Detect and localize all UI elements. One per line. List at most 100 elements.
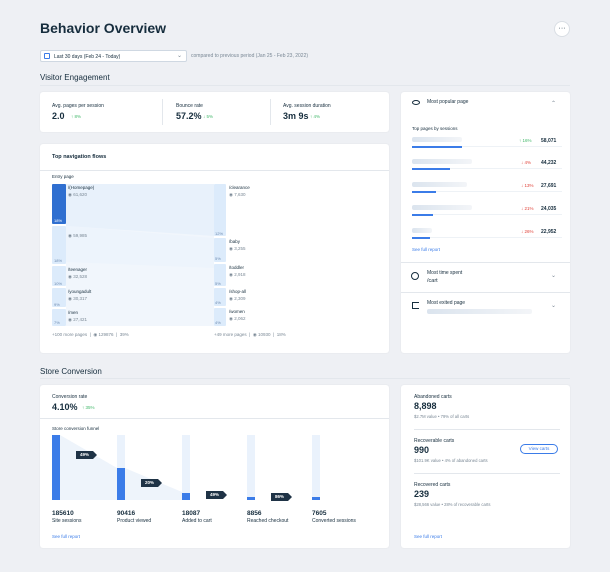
eye-icon bbox=[412, 100, 420, 105]
eye-icon: ◉ bbox=[68, 296, 74, 301]
eye-icon: ◉ bbox=[229, 272, 235, 277]
funnel-bar bbox=[312, 497, 320, 500]
flow-node-clearance[interactable] bbox=[214, 184, 226, 236]
metric-bounce-value: 57.2% bbox=[176, 111, 202, 121]
flow-node-homepage-pct: 18% bbox=[54, 218, 63, 223]
popular-page-header[interactable]: Most popular page ⌃ bbox=[401, 92, 570, 116]
eye-icon: ◉ bbox=[93, 332, 98, 337]
recoverable-carts-sub: $101.9K value • 4% of abandoned carts bbox=[414, 458, 488, 463]
eye-icon: ◉ bbox=[229, 246, 235, 251]
date-range-select[interactable]: Last 30 days (Feb 24 - Today) ⌄ bbox=[40, 50, 187, 62]
time-spent-header[interactable]: Most time spent /cart ⌄ bbox=[401, 263, 570, 292]
recovered-carts-sub: $28,566 value • 28% of recoverable carts bbox=[414, 502, 491, 507]
time-spent-value: /cart bbox=[427, 278, 438, 284]
flow-links bbox=[66, 184, 214, 326]
flow-node-2-pct: 18% bbox=[54, 258, 63, 263]
flow-node-women-pct: 4% bbox=[215, 320, 221, 325]
metric-pages-label: Avg. pages per session bbox=[52, 103, 104, 109]
flow-node-teenager-pct: 10% bbox=[54, 281, 63, 286]
chevron-down-icon: ⌄ bbox=[551, 303, 557, 309]
exited-page-title: Most exited page bbox=[427, 300, 466, 306]
flow-node-women[interactable] bbox=[214, 308, 226, 326]
recovered-carts-label: Recovered carts bbox=[414, 482, 451, 488]
conversion-rate-label: Conversion rate bbox=[52, 394, 88, 400]
flow-node-women-views: ◉ 2,062 bbox=[229, 316, 246, 321]
flow-node-men-name: /men bbox=[68, 310, 79, 315]
metric-duration-label: Avg. session duration bbox=[283, 103, 331, 109]
flow-node-baby[interactable] bbox=[214, 238, 226, 262]
eye-icon: ◉ bbox=[68, 233, 74, 238]
flow-node-teenager[interactable] bbox=[52, 266, 66, 286]
recovered-carts-value: 239 bbox=[414, 489, 430, 499]
conversion-rate-change: ↑ 35% bbox=[82, 405, 95, 410]
eye-icon: ◉ bbox=[252, 332, 257, 337]
entry-page-label: Entry page bbox=[52, 174, 74, 179]
left-more-pages[interactable]: +100 more pages | ◉ 129876 | 39% bbox=[52, 332, 129, 337]
flow-node-homepage[interactable] bbox=[52, 184, 66, 224]
funnel-title: Store conversion funnel bbox=[52, 426, 100, 431]
carts-see-full-report[interactable]: See full report bbox=[414, 534, 443, 539]
carts-card: Abandoned carts 8,898 $2.7M value • 79% … bbox=[401, 385, 570, 548]
flow-node-baby-pct: 5% bbox=[215, 256, 221, 261]
flow-node-youngadult-pct: 9% bbox=[54, 302, 60, 307]
conversion-tag: 49% bbox=[206, 491, 228, 499]
flow-node-shop-all-views: ◉ 2,309 bbox=[229, 296, 246, 301]
right-more-pages[interactable]: +49 more pages | ◉ 10930 | 18% bbox=[214, 332, 286, 337]
metric-pages-value: 2.0 bbox=[52, 111, 65, 121]
time-spent-title: Most time spent bbox=[427, 270, 463, 276]
metric-duration-change: ↑ 4% bbox=[310, 114, 321, 119]
flow-node-toddler-views: ◉ 2,918 bbox=[229, 272, 246, 277]
abandoned-carts-value: 8,898 bbox=[414, 401, 437, 411]
flow-node-toddler-name: /toddler bbox=[229, 265, 245, 270]
flow-node-shop-all-pct: 4% bbox=[215, 300, 221, 305]
flow-node-shop-all-name: /shop-all bbox=[229, 289, 247, 294]
view-carts-button[interactable]: View carts bbox=[520, 444, 558, 454]
flow-node-homepage-name: /(Homepage) bbox=[68, 185, 95, 190]
flow-node-men[interactable] bbox=[52, 309, 66, 326]
flow-node-youngadult-views: ◉ 30,317 bbox=[68, 296, 87, 301]
exited-page-header[interactable]: Most exited page ⌄ bbox=[401, 293, 570, 322]
compare-text: compared to previous period (Jan 25 - Fe… bbox=[191, 53, 309, 59]
chevron-down-icon: ⌄ bbox=[176, 53, 182, 59]
page-title: Behavior Overview bbox=[40, 20, 167, 36]
eye-icon: ◉ bbox=[68, 317, 74, 322]
ellipsis-icon: ··· bbox=[558, 25, 566, 32]
flow-node-shop-all[interactable] bbox=[214, 288, 226, 306]
funnel-bar bbox=[182, 493, 190, 500]
conversion-tag: 49% bbox=[76, 451, 98, 459]
eye-icon: ◉ bbox=[68, 274, 74, 279]
popular-page-title: Most popular page bbox=[427, 99, 469, 105]
flow-node-2[interactable] bbox=[52, 226, 66, 264]
conversion-tag: 86% bbox=[271, 493, 293, 501]
flow-node-clearance-pct: 12% bbox=[215, 231, 224, 236]
metric-duration-value: 3m 9s bbox=[283, 111, 309, 121]
conversion-see-full-report[interactable]: See full report bbox=[52, 534, 81, 539]
calendar-icon bbox=[44, 53, 50, 59]
chevron-down-icon: ⌄ bbox=[551, 273, 557, 279]
nav-flows-title: Top navigation flows bbox=[52, 154, 107, 160]
eye-icon: ◉ bbox=[229, 296, 235, 301]
more-options-button[interactable]: ··· bbox=[554, 21, 570, 37]
recoverable-carts-label: Recoverable carts bbox=[414, 438, 455, 444]
metric-pages-change: ↑ 8% bbox=[71, 114, 82, 119]
popular-see-full-report[interactable]: See full report bbox=[412, 247, 441, 252]
flow-node-men-views: ◉ 27,421 bbox=[68, 317, 87, 322]
eye-icon: ◉ bbox=[68, 192, 74, 197]
conversion-rate-value: 4.10% bbox=[52, 402, 78, 412]
flow-node-women-name: /women bbox=[229, 309, 245, 314]
flow-node-youngadult[interactable] bbox=[52, 288, 66, 307]
abandoned-carts-sub: $2.7M value • 79% of all carts bbox=[414, 414, 470, 419]
date-range-value: Last 30 days (Feb 24 - Today) bbox=[54, 54, 121, 60]
flow-node-clearance-name: /clearance bbox=[229, 185, 250, 190]
flow-node-toddler[interactable] bbox=[214, 264, 226, 286]
metric-bounce-change: ↓ 5% bbox=[203, 114, 214, 119]
funnel-bar bbox=[52, 435, 60, 500]
flow-node-2-views: ◉ 59,985 bbox=[68, 233, 87, 238]
recoverable-carts-value: 990 bbox=[414, 445, 430, 455]
section-title-store-conversion: Store Conversion bbox=[40, 367, 102, 376]
flow-node-homepage-views: ◉ 61,620 bbox=[68, 192, 87, 197]
flow-node-baby-name: /baby bbox=[229, 239, 241, 244]
popular-pages-card: Most popular page ⌃ Top pages by session… bbox=[401, 92, 570, 353]
funnel-bar bbox=[117, 468, 125, 500]
engagement-metrics-card: Avg. pages per session 2.0 ↑ 8% Bounce r… bbox=[40, 92, 389, 132]
